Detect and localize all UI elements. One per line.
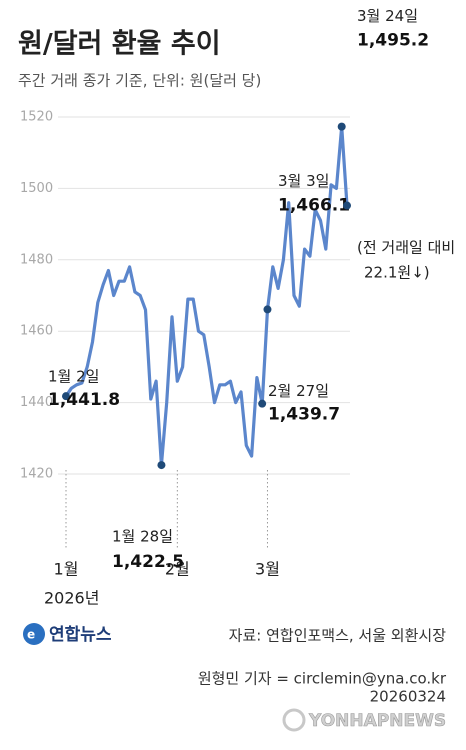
- marker: [337, 122, 346, 131]
- y-tick-label: 1520: [20, 110, 53, 125]
- y-tick-label: 1440: [20, 395, 53, 410]
- y-tick-label: 1420: [20, 467, 53, 482]
- point-label: 3월 3일: [278, 172, 329, 190]
- line: [64, 125, 349, 467]
- value-label: 1,495.2: [357, 31, 429, 51]
- y-tick-label: 1500: [20, 181, 53, 196]
- y-tick-label: 1480: [20, 252, 53, 267]
- logo: e 연합뉴스: [23, 623, 112, 645]
- credit: 원형민 기자 = circlemin@yna.co.kr: [198, 670, 447, 688]
- value-label: 1,422.5: [112, 552, 184, 572]
- watermark-icon: [282, 708, 306, 732]
- chart-title: 원/달러 환율 추이: [18, 29, 221, 60]
- point-label: 1월 2일: [48, 368, 99, 386]
- note: (전 거래일 대비: [357, 239, 455, 257]
- chart-subtitle: 주간 거래 종가 기준, 단위: 원(달러 당): [18, 72, 261, 90]
- marker: [62, 392, 70, 401]
- marker: [157, 461, 166, 470]
- value-label: 1,441.8: [48, 390, 120, 410]
- x-tick-label: 3월: [255, 560, 280, 579]
- source: 자료: 연합인포맥스, 서울 외환시장: [229, 627, 447, 645]
- x-axis-label: 2026년: [44, 589, 99, 608]
- marker: [263, 305, 272, 314]
- value-label: 1,439.7: [268, 405, 340, 425]
- value-label: 1,466.1: [278, 195, 350, 215]
- point-label: 1월 28일: [112, 528, 173, 546]
- watermark-text: YONHAPNEWS: [308, 711, 446, 731]
- brand: 연합뉴스: [49, 624, 112, 645]
- date: 20260324: [370, 688, 446, 706]
- x-tick-label: 1월: [54, 560, 79, 579]
- logo-mark: e: [27, 628, 35, 642]
- marker: [258, 399, 267, 408]
- point-label: 2월 27일: [268, 382, 329, 400]
- point-label: 3월 24일: [357, 7, 418, 25]
- marker: [343, 201, 351, 210]
- logo-icon: [23, 623, 45, 645]
- y-tick-label: 1460: [20, 324, 53, 339]
- watermark: YONHAPNEWS: [282, 708, 446, 732]
- x-tick-label: 2월: [165, 560, 190, 579]
- note: 22.1원↓): [364, 264, 430, 282]
